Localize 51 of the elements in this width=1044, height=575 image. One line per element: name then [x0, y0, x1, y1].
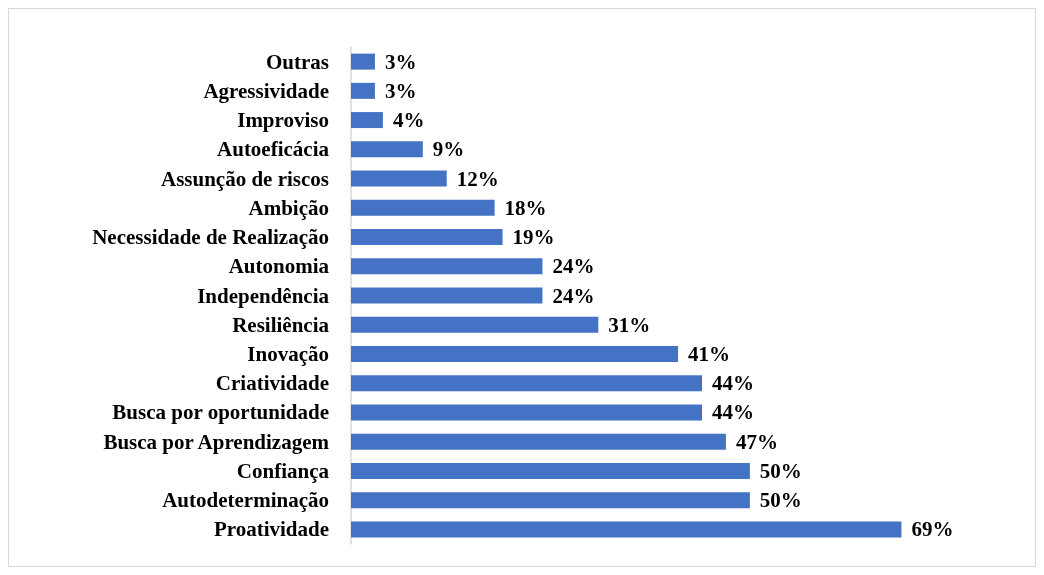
y-tick-label: Assunção de riscos [160, 166, 329, 191]
bar [351, 229, 503, 246]
bar [351, 170, 447, 187]
bar [351, 258, 543, 275]
data-label: 41% [688, 341, 731, 366]
y-tick-label: Resiliência [232, 312, 330, 337]
y-tick-label: Necessidade de Realização [92, 225, 329, 250]
bar [351, 433, 726, 450]
data-label: 4% [392, 108, 425, 133]
bar [351, 53, 375, 70]
y-tick-label: Criatividade [215, 371, 329, 396]
data-label: 3% [384, 78, 417, 103]
bar [351, 112, 383, 129]
bar [351, 345, 679, 362]
data-label: 47% [735, 429, 778, 454]
y-tick-label: Autonomia [228, 254, 330, 279]
y-tick-label: Proatividade [213, 517, 329, 542]
y-tick-label: Busca por Aprendizagem [103, 429, 330, 454]
bar [351, 492, 750, 509]
bar [351, 521, 902, 538]
bar [351, 375, 702, 392]
data-label: 31% [608, 312, 651, 337]
data-label: 3% [384, 49, 417, 74]
y-tick-label: Improviso [237, 108, 329, 133]
bar [351, 316, 599, 333]
y-tick-label: Ambição [248, 195, 329, 220]
data-label: 50% [759, 488, 802, 513]
data-label: 19% [512, 225, 555, 250]
y-tick-label: Autodeterminação [162, 488, 329, 513]
y-tick-label: Outras [266, 49, 329, 74]
y-tick-label: Independência [197, 283, 330, 308]
bar [351, 404, 702, 421]
bar [351, 199, 495, 216]
y-tick-label: Busca por oportunidade [112, 400, 329, 425]
data-label: 50% [759, 458, 802, 483]
y-tick-label: Confiança [236, 458, 330, 483]
y-tick-label: Inovação [247, 341, 329, 366]
data-label: 9% [432, 137, 465, 162]
data-label: 69% [911, 517, 954, 542]
data-label: 44% [712, 400, 754, 425]
data-label: 24% [552, 254, 595, 279]
data-label: 18% [504, 195, 547, 220]
y-tick-label: Agressividade [203, 78, 329, 103]
data-label: 12% [456, 166, 499, 191]
bar [351, 82, 375, 99]
data-label: 44% [712, 371, 754, 396]
bar [351, 141, 423, 158]
bar [351, 287, 543, 304]
bar [351, 462, 750, 479]
data-label: 24% [552, 283, 595, 308]
y-tick-label: Autoeficácia [217, 137, 330, 162]
